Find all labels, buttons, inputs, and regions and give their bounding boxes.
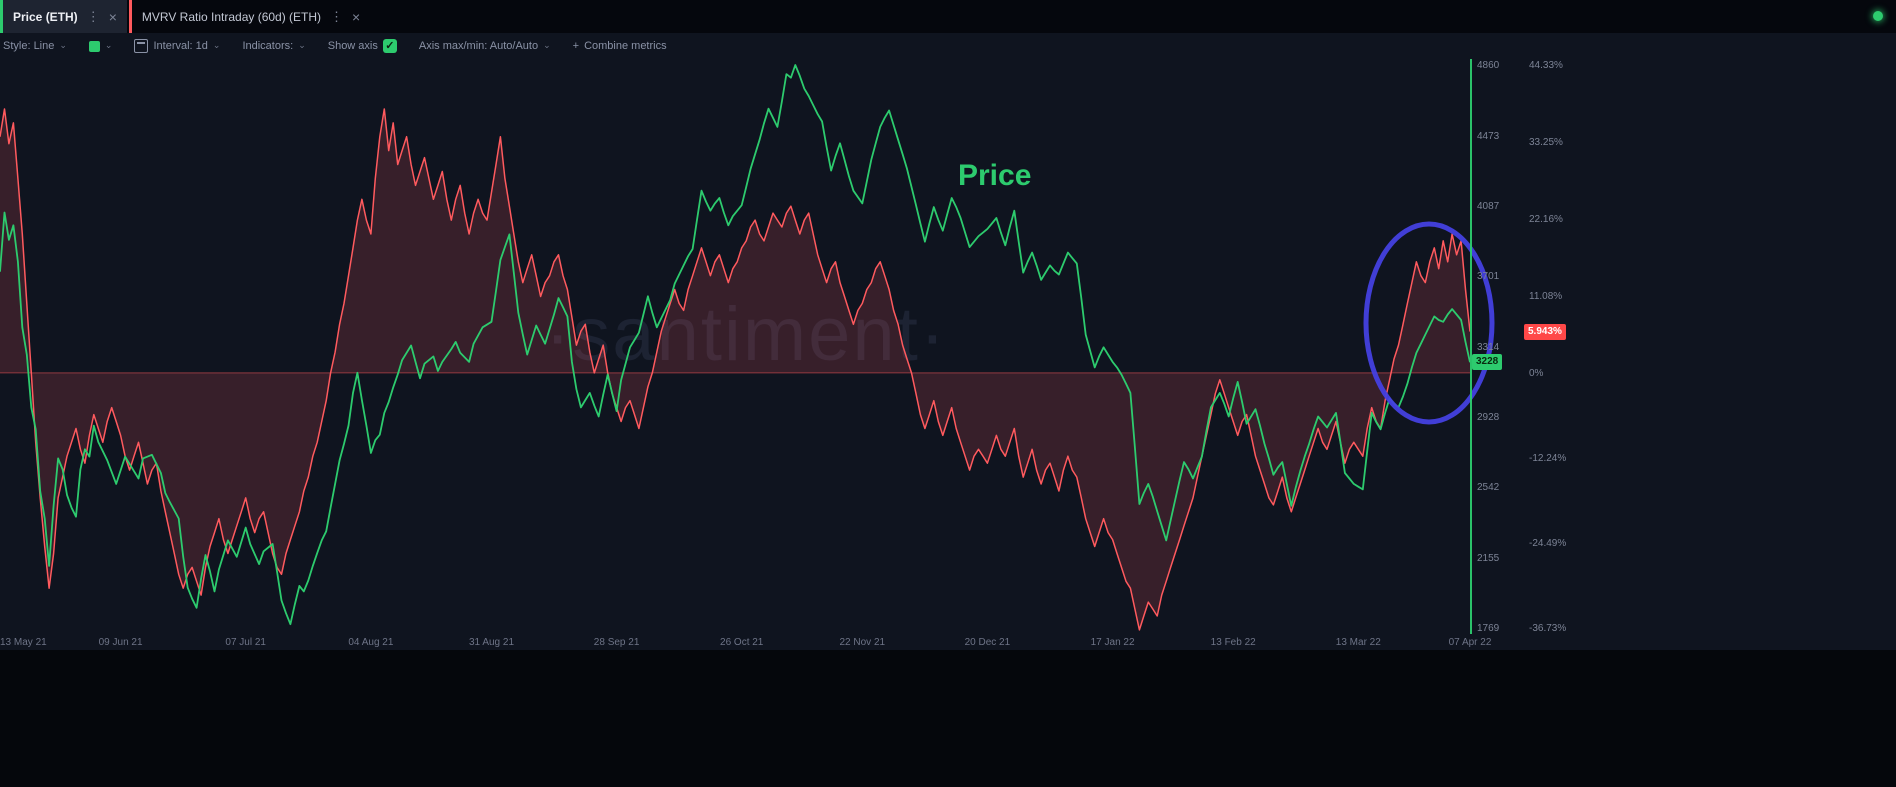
date-axis-tick: 28 Sep 21 [593,637,640,648]
indicators-label: Indicators: [242,40,294,52]
interval-label: Interval: 1d [153,40,208,52]
current-percent-badge: 5.943% [1524,323,1566,340]
date-axis-tick: 22 Nov 21 [839,637,886,648]
date-axis-tick: 07 Apr 22 [1448,637,1492,648]
date-axis-tick: 13 May 21 [0,637,47,648]
chevron-down-icon: ⌄ [543,39,551,50]
close-tab-icon[interactable]: × [108,8,117,25]
tab-price-eth[interactable]: Price (ETH) ⋮ × [0,0,127,33]
tab-label: Price (ETH) [13,9,78,24]
tab-metric-color-bar [0,0,3,33]
close-tab-icon[interactable]: × [352,8,361,25]
checkbox-checked-icon[interactable]: ✓ [382,39,397,53]
bottom-panel [0,650,1896,787]
interval-selector[interactable]: Interval: 1d ⌄ [134,39,220,53]
date-axis-tick: 20 Dec 21 [964,637,1011,648]
tab-mvrv-ratio[interactable]: MVRV Ratio Intraday (60d) (ETH) ⋮ × [128,0,370,33]
percent-axis[interactable]: 44.33% 33.25% 22.16% 11.08% 0% -12.24% -24.49%… [1529,59,1579,634]
combine-metrics-button[interactable]: + Combine metrics [573,40,667,52]
indicators-selector[interactable]: Indicators: ⌄ [242,39,306,53]
tab-metric-color-bar [128,0,132,33]
chevron-down-icon: ⌄ [298,39,306,50]
price-axis-tick: 4087 [1477,200,1500,212]
date-axis-tick: 17 Jan 22 [1090,637,1135,648]
percent-axis-tick: 33.25% [1529,137,1563,148]
date-axis-tick: 09 Jun 21 [98,637,143,648]
price-axis-tick: 2542 [1477,482,1500,494]
price-axis-tick: 1769 [1477,623,1500,634]
date-axis-tick: 31 Aug 21 [468,637,515,648]
percent-axis-tick: -24.49% [1529,538,1567,549]
percent-axis-tick: 22.16% [1529,214,1563,225]
date-axis-tick: 13 Mar 22 [1335,637,1381,648]
percent-axis-tick: -12.24% [1529,452,1567,464]
style-selector[interactable]: Style: Line ⌄ [3,39,67,53]
tab-bar: Price (ETH) ⋮ × MVRV Ratio Intraday (60d… [0,0,1896,33]
percent-axis-tick: 11.08% [1529,290,1563,302]
chevron-down-icon: ⌄ [212,39,221,50]
combine-metrics-label: Combine metrics [584,40,667,52]
kebab-menu-icon[interactable]: ⋮ [330,9,344,24]
date-axis[interactable]: 13 May 21 09 Jun 21 07 Jul 21 04 Aug 21 31 A… [0,637,1491,651]
price-axis-tick: 3701 [1477,271,1500,283]
chevron-down-icon: ⌄ [104,39,113,50]
chevron-down-icon: ⌄ [59,39,67,50]
price-axis[interactable]: 4860 4473 4087 3701 3314 2928 2542 2155 1769 [1477,59,1523,634]
price-axis-line [1470,59,1472,634]
calendar-interval-icon [134,39,149,53]
price-series-label: Price [958,159,1032,192]
highlight-ellipse-annotation [1363,221,1495,425]
show-axis-label: Show axis [327,40,378,52]
chart-area[interactable]: ·santiment· Price 4860 4473 4087 3701 3314 29… [0,59,1896,650]
price-axis-tick: 4860 [1477,60,1500,71]
price-axis-tick: 3314 [1477,341,1500,353]
date-axis-tick: 04 Aug 21 [348,637,394,648]
style-label: Style: Line [3,40,55,52]
date-axis-tick: 13 Feb 22 [1210,637,1256,648]
status-dot[interactable] [1873,11,1883,21]
watermark: ·santiment· [545,291,947,378]
color-swatch [88,40,100,52]
price-axis-tick: 4473 [1477,130,1500,142]
percent-axis-tick: 0% [1529,367,1544,379]
tab-label: MVRV Ratio Intraday (60d) (ETH) [141,9,322,24]
axis-maxmin-selector[interactable]: Axis max/min: Auto/Auto ⌄ [418,39,551,53]
price-axis-tick: 2928 [1477,411,1500,423]
chart-toolbar: Style: Line ⌄ ⌄ Interval: 1d ⌄ Indicator… [0,33,1896,59]
price-mvrv-plot[interactable] [0,59,1470,634]
current-price-badge: 3228 [1472,354,1503,371]
percent-axis-tick: 44.33% [1529,60,1563,71]
date-axis-tick: 07 Jul 21 [225,637,266,648]
percent-axis-tick: -36.73% [1529,623,1567,634]
price-axis-tick: 2155 [1477,552,1500,564]
date-axis-tick: 26 Oct 21 [720,637,764,648]
plus-icon: + [572,40,580,52]
series-color-picker[interactable]: ⌄ [88,39,113,52]
show-axis-toggle[interactable]: Show axis ✓ [328,39,397,53]
kebab-menu-icon[interactable]: ⋮ [86,9,100,24]
axis-maxmin-label: Axis max/min: Auto/Auto [418,40,539,52]
